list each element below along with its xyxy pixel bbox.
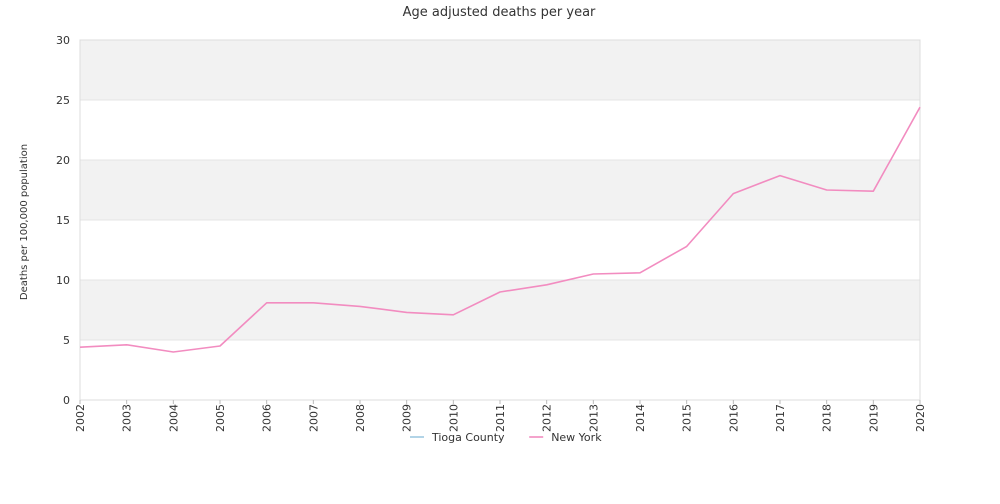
x-tick-label: 2018: [821, 404, 834, 432]
y-axis-label: Deaths per 100,000 population: [19, 144, 30, 300]
x-tick-label: 2014: [634, 404, 647, 432]
x-tick-label: 2020: [914, 404, 927, 432]
x-tick-label: 2011: [494, 404, 507, 432]
x-tick-label: 2002: [74, 404, 87, 432]
x-tick-label: 2009: [401, 404, 414, 432]
x-axis: 2002 2003 2004 2005 2006 2007 2008 2009 2010 2011…: [74, 400, 927, 432]
x-tick-label: 2015: [681, 404, 694, 432]
x-tick-label: 2010: [447, 404, 460, 432]
legend-label: New York: [551, 431, 602, 444]
y-tick-label: 25: [56, 94, 70, 107]
y-tick-label: 20: [56, 154, 70, 167]
y-tick-label: 30: [56, 34, 70, 47]
x-tick-label: 2012: [541, 404, 554, 432]
y-tick-label: 15: [56, 214, 70, 227]
grid-band: [80, 280, 920, 340]
x-tick-label: 2003: [121, 404, 134, 432]
x-tick-label: 2008: [354, 404, 367, 432]
y-tick-label: 5: [63, 334, 70, 347]
series-lines: [79, 106, 921, 353]
x-tick-label: 2004: [167, 404, 180, 432]
legend: Tioga County New York: [410, 431, 602, 444]
grid-bands: [80, 39, 920, 401]
series-line: [79, 106, 921, 353]
chart-title: Age adjusted deaths per year: [403, 5, 596, 20]
x-tick-label: 2016: [727, 404, 740, 432]
grid-band: [80, 40, 920, 100]
grid-band: [80, 160, 920, 220]
y-axis: 0 5 10 15 20 25 30: [56, 34, 70, 407]
x-tick-label: 2007: [307, 404, 320, 432]
y-tick-label: 10: [56, 274, 70, 287]
x-tick-label: 2006: [261, 404, 274, 432]
x-tick-label: 2013: [587, 404, 600, 432]
y-tick-label: 0: [63, 394, 70, 407]
x-tick-label: 2005: [214, 404, 227, 432]
x-tick-label: 2019: [867, 404, 880, 432]
legend-label: Tioga County: [431, 431, 505, 444]
x-tick-label: 2017: [774, 404, 787, 432]
